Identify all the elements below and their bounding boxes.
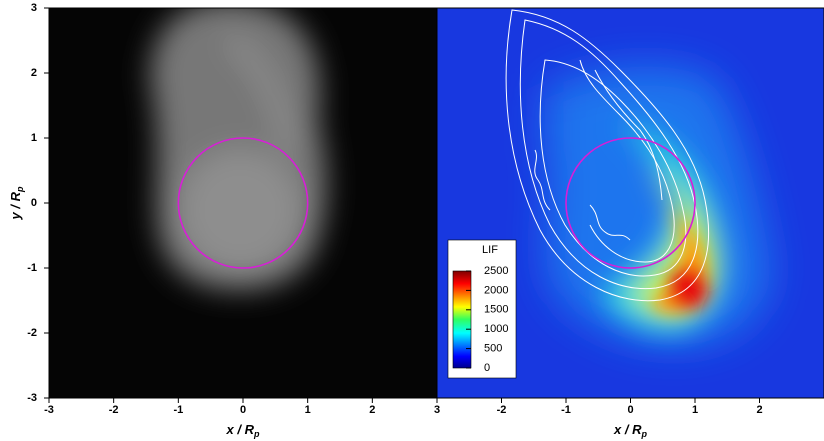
x-axis-title-sub: p: [253, 429, 260, 439]
colorbar-tick-label: 1000: [484, 323, 508, 335]
x-tick-label: 0: [240, 404, 246, 416]
x-tick-label: 0: [627, 404, 633, 416]
x-tick-label: -2: [109, 404, 119, 416]
y-tick-label: 0: [31, 197, 37, 209]
colorbar-tick-label: 2000: [484, 284, 508, 296]
x-tick-label: 2: [369, 404, 375, 416]
x-axis-title-main: x / R: [613, 422, 642, 437]
colorbar-tick-label: 500: [484, 343, 502, 355]
y-tick-label: 2: [31, 67, 37, 79]
y-axis-title-main: y / R: [8, 191, 23, 220]
contour-lines: [505, 9, 710, 302]
x-axis-title: x / Rp: [613, 422, 647, 439]
y-tick-label: -2: [27, 327, 37, 339]
x-tick-label: 1: [305, 404, 311, 416]
x-tick-label: -1: [173, 404, 183, 416]
gray-image: [49, 8, 437, 398]
reference-circle: [177, 137, 309, 269]
reference-circle: [565, 137, 696, 269]
y-tick-label: 3: [31, 2, 37, 14]
y-tick-label: -3: [27, 392, 37, 404]
x-tick-label: 1: [692, 404, 698, 416]
y-tick-label: -1: [27, 262, 37, 274]
x-tick-label: -3: [44, 404, 54, 416]
x-axis-title: x / Rp: [226, 422, 260, 439]
y-axis-title: y / Rp: [8, 186, 25, 220]
x-axis-title-sub: p: [640, 429, 647, 439]
colorbar-tick-label: 0: [484, 362, 490, 374]
x-tick-label: 2: [756, 404, 762, 416]
colorbar-scale: [452, 270, 472, 369]
x-axis-title-main: x / R: [226, 422, 255, 437]
x-tick-label: -2: [497, 404, 507, 416]
colorbar-tick-label: 2500: [484, 265, 508, 277]
x-tick-label: 3: [434, 404, 440, 416]
y-axis-title-sub: p: [15, 186, 25, 193]
x-tick-label: -1: [561, 404, 571, 416]
colorbar: LIF 0 500 1000 1500 2000 2500: [447, 239, 517, 379]
y-tick-label: 1: [31, 132, 37, 144]
colorbar-title: LIF: [482, 244, 498, 256]
colorbar-tick-label: 1500: [484, 304, 508, 316]
